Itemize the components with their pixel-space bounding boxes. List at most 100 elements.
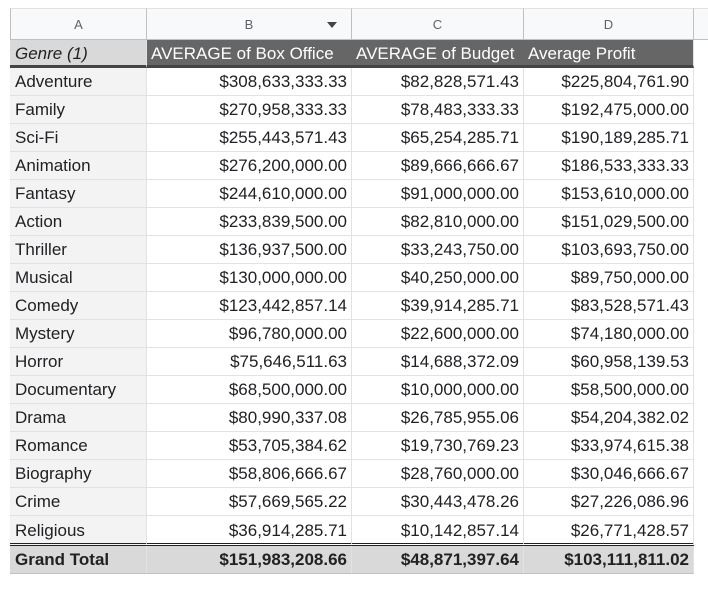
box-office-cell[interactable]: $58,806,666.67 xyxy=(147,460,352,488)
table-row: Action $233,839,500.00 $82,810,000.00 $151,… xyxy=(10,208,694,236)
genre-cell[interactable]: Family xyxy=(10,96,147,124)
profit-cell[interactable]: $30,046,666.67 xyxy=(524,460,694,488)
budget-cell[interactable]: $91,000,000.00 xyxy=(352,180,524,208)
profit-cell[interactable]: $26,771,428.57 xyxy=(524,516,694,546)
budget-cell[interactable]: $28,760,000.00 xyxy=(352,460,524,488)
box-office-cell[interactable]: $308,633,333.33 xyxy=(147,68,352,96)
genre-cell[interactable]: Drama xyxy=(10,404,147,432)
genre-cell[interactable]: Musical xyxy=(10,264,147,292)
box-office-cell[interactable]: $123,442,857.14 xyxy=(147,292,352,320)
genre-cell[interactable]: Romance xyxy=(10,432,147,460)
box-office-cell[interactable]: $96,780,000.00 xyxy=(147,320,352,348)
box-office-cell[interactable]: $36,914,285.71 xyxy=(147,516,352,546)
budget-cell[interactable]: $33,243,750.00 xyxy=(352,236,524,264)
box-office-cell[interactable]: $80,990,337.08 xyxy=(147,404,352,432)
grand-total-budget[interactable]: $48,871,397.64 xyxy=(352,546,524,574)
table-row: Horror $75,646,511.63 $14,688,372.09 $60,95… xyxy=(10,348,694,376)
genre-cell[interactable]: Animation xyxy=(10,152,147,180)
box-office-cell[interactable]: $68,500,000.00 xyxy=(147,376,352,404)
budget-cell[interactable]: $26,785,955.06 xyxy=(352,404,524,432)
profit-cell[interactable]: $190,189,285.71 xyxy=(524,124,694,152)
budget-cell[interactable]: $10,000,000.00 xyxy=(352,376,524,404)
table-row: Religious $36,914,285.71 $10,142,857.14 $26… xyxy=(10,516,694,546)
header-box-office[interactable]: AVERAGE of Box Office xyxy=(147,40,352,68)
box-office-cell[interactable]: $75,646,511.63 xyxy=(147,348,352,376)
table-row: Comedy $123,442,857.14 $39,914,285.71 $83,5… xyxy=(10,292,694,320)
profit-cell[interactable]: $192,475,000.00 xyxy=(524,96,694,124)
budget-cell[interactable]: $82,810,000.00 xyxy=(352,208,524,236)
box-office-cell[interactable]: $53,705,384.62 xyxy=(147,432,352,460)
genre-cell[interactable]: Action xyxy=(10,208,147,236)
genre-cell[interactable]: Religious xyxy=(10,516,147,546)
budget-cell[interactable]: $30,443,478.26 xyxy=(352,488,524,516)
box-office-cell[interactable]: $130,000,000.00 xyxy=(147,264,352,292)
table-row: Drama $80,990,337.08 $26,785,955.06 $54,204… xyxy=(10,404,694,432)
pivot-body: Adventure $308,633,333.33 $82,828,571.43 $2… xyxy=(10,68,694,546)
box-office-cell[interactable]: $270,958,333.33 xyxy=(147,96,352,124)
profit-cell[interactable]: $58,500,000.00 xyxy=(524,376,694,404)
profit-cell[interactable]: $83,528,571.43 xyxy=(524,292,694,320)
budget-cell[interactable]: $78,483,333.33 xyxy=(352,96,524,124)
table-row: Mystery $96,780,000.00 $22,600,000.00 $74,1… xyxy=(10,320,694,348)
genre-cell[interactable]: Comedy xyxy=(10,292,147,320)
column-letter: A xyxy=(74,16,83,32)
genre-cell[interactable]: Sci-Fi xyxy=(10,124,147,152)
column-header-b[interactable]: B xyxy=(147,8,352,40)
column-header-a[interactable]: A xyxy=(10,8,147,40)
header-genre[interactable]: Genre (1) xyxy=(10,40,147,68)
box-office-cell[interactable]: $255,443,571.43 xyxy=(147,124,352,152)
budget-cell[interactable]: $19,730,769.23 xyxy=(352,432,524,460)
profit-cell[interactable]: $33,974,615.38 xyxy=(524,432,694,460)
table-row: Family $270,958,333.33 $78,483,333.33 $192,… xyxy=(10,96,694,124)
table-row: Musical $130,000,000.00 $40,250,000.00 $89,… xyxy=(10,264,694,292)
genre-cell[interactable]: Crime xyxy=(10,488,147,516)
budget-cell[interactable]: $89,666,666.67 xyxy=(352,152,524,180)
header-profit[interactable]: Average Profit xyxy=(524,40,694,68)
box-office-cell[interactable]: $136,937,500.00 xyxy=(147,236,352,264)
profit-cell[interactable]: $60,958,139.53 xyxy=(524,348,694,376)
profit-cell[interactable]: $27,226,086.96 xyxy=(524,488,694,516)
grand-total-box-office[interactable]: $151,983,208.66 xyxy=(147,546,352,574)
pivot-header-row: Genre (1) AVERAGE of Box Office AVERAGE … xyxy=(10,40,694,68)
table-row: Animation $276,200,000.00 $89,666,666.67 $1… xyxy=(10,152,694,180)
budget-cell[interactable]: $10,142,857.14 xyxy=(352,516,524,546)
box-office-cell[interactable]: $233,839,500.00 xyxy=(147,208,352,236)
genre-cell[interactable]: Horror xyxy=(10,348,147,376)
profit-cell[interactable]: $89,750,000.00 xyxy=(524,264,694,292)
budget-cell[interactable]: $82,828,571.43 xyxy=(352,68,524,96)
table-row: Crime $57,669,565.22 $30,443,478.26 $27,226… xyxy=(10,488,694,516)
profit-cell[interactable]: $153,610,000.00 xyxy=(524,180,694,208)
profit-cell[interactable]: $54,204,382.02 xyxy=(524,404,694,432)
column-header-c[interactable]: C xyxy=(352,8,524,40)
dropdown-arrow-icon[interactable] xyxy=(327,22,337,28)
budget-cell[interactable]: $39,914,285.71 xyxy=(352,292,524,320)
budget-cell[interactable]: $22,600,000.00 xyxy=(352,320,524,348)
genre-cell[interactable]: Fantasy xyxy=(10,180,147,208)
profit-cell[interactable]: $225,804,761.90 xyxy=(524,68,694,96)
genre-cell[interactable]: Biography xyxy=(10,460,147,488)
genre-cell[interactable]: Mystery xyxy=(10,320,147,348)
box-office-cell[interactable]: $244,610,000.00 xyxy=(147,180,352,208)
genre-cell[interactable]: Documentary xyxy=(10,376,147,404)
budget-cell[interactable]: $14,688,372.09 xyxy=(352,348,524,376)
genre-cell[interactable]: Adventure xyxy=(10,68,147,96)
budget-cell[interactable]: $65,254,285.71 xyxy=(352,124,524,152)
column-header-d[interactable]: D xyxy=(524,8,694,40)
table-row: Fantasy $244,610,000.00 $91,000,000.00 $153… xyxy=(10,180,694,208)
column-header-e[interactable] xyxy=(694,8,708,40)
table-row: Adventure $308,633,333.33 $82,828,571.43 $2… xyxy=(10,68,694,96)
box-office-cell[interactable]: $276,200,000.00 xyxy=(147,152,352,180)
profit-cell[interactable]: $186,533,333.33 xyxy=(524,152,694,180)
profit-cell[interactable]: $151,029,500.00 xyxy=(524,208,694,236)
table-row: Sci-Fi $255,443,571.43 $65,254,285.71 $190,… xyxy=(10,124,694,152)
grand-total-label[interactable]: Grand Total xyxy=(10,546,147,574)
profit-cell[interactable]: $74,180,000.00 xyxy=(524,320,694,348)
box-office-cell[interactable]: $57,669,565.22 xyxy=(147,488,352,516)
header-budget[interactable]: AVERAGE of Budget xyxy=(352,40,524,68)
table-row: Biography $58,806,666.67 $28,760,000.00 $30… xyxy=(10,460,694,488)
budget-cell[interactable]: $40,250,000.00 xyxy=(352,264,524,292)
genre-cell[interactable]: Thriller xyxy=(10,236,147,264)
profit-cell[interactable]: $103,693,750.00 xyxy=(524,236,694,264)
grand-total-profit[interactable]: $103,111,811.02 xyxy=(524,546,694,574)
